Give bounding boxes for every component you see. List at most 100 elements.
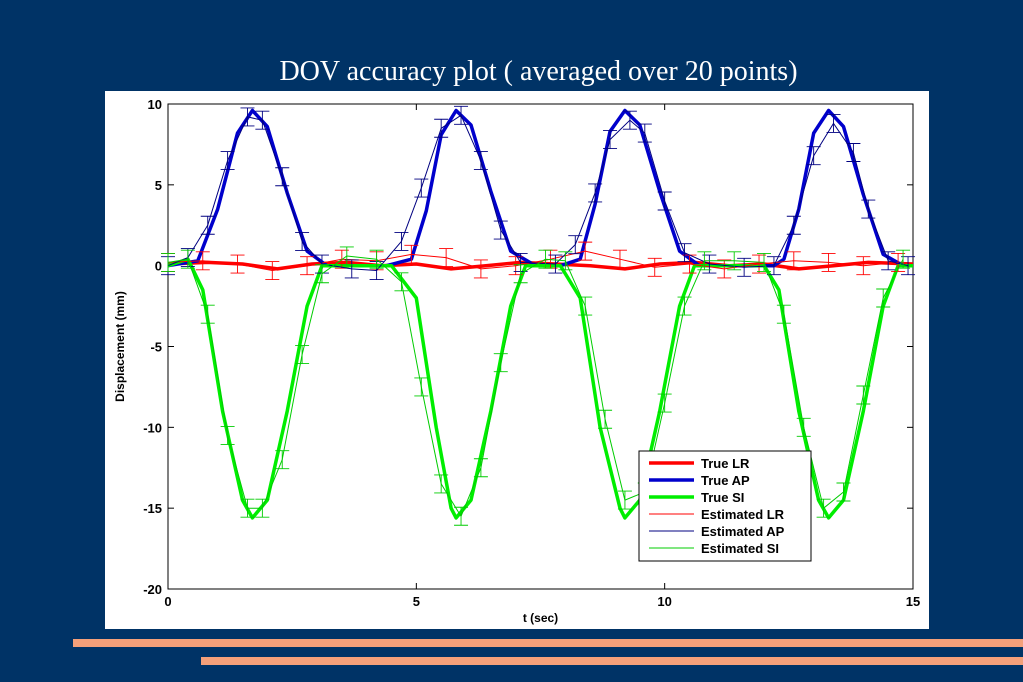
error-bar-estimated-si — [180, 249, 195, 269]
error-bar-estimated-ap — [881, 251, 896, 271]
error-bar-estimated-si — [161, 252, 175, 272]
error-bar-estimated-ap — [603, 130, 618, 150]
error-bar-estimated-si — [598, 409, 613, 429]
error-bar-estimated-si — [414, 377, 429, 397]
legend-label-true-lr: True LR — [701, 456, 750, 471]
error-bar-estimated-lr — [300, 256, 315, 276]
error-bar-estimated-si — [473, 458, 488, 478]
error-bar-estimated-ap — [295, 231, 310, 251]
series-line-estimated-lr — [167, 250, 899, 271]
error-bar-estimated-ap — [434, 118, 449, 138]
y-tick-label: 0 — [155, 259, 162, 274]
error-bar-estimated-lr — [612, 249, 627, 269]
error-bar-estimated-si — [339, 246, 354, 266]
error-bar-estimated-si — [578, 296, 593, 316]
series-line-estimated-ap — [167, 114, 909, 271]
error-bar-estimated-si — [434, 474, 449, 494]
y-tick-label: -5 — [150, 340, 162, 355]
error-bar-estimated-si — [275, 450, 290, 470]
error-bar-estimated-si — [295, 345, 310, 365]
error-bar-estimated-ap — [473, 151, 488, 171]
error-bar-estimated-si — [394, 272, 409, 292]
error-bar-estimated-ap — [861, 199, 876, 219]
x-tick-label: 0 — [164, 594, 171, 609]
error-bar-estimated-lr — [230, 254, 245, 274]
legend-label-true-si: True SI — [701, 490, 744, 505]
error-bar-estimated-si — [314, 264, 329, 284]
error-bar-estimated-lr — [647, 257, 662, 277]
error-bar-estimated-ap — [240, 107, 255, 127]
legend-label-true-ap: True AP — [701, 473, 750, 488]
error-bar-estimated-si — [816, 498, 831, 518]
error-bar-estimated-lr — [265, 261, 280, 280]
error-bar-estimated-si — [796, 417, 811, 437]
error-bar-estimated-si — [727, 251, 742, 271]
error-bar-estimated-si — [617, 490, 632, 510]
error-bar-estimated-si — [513, 264, 528, 284]
error-bar-estimated-ap — [414, 178, 429, 198]
decorative-stripe-upper — [73, 639, 1023, 647]
error-bar-estimated-ap — [786, 215, 801, 235]
error-bar-estimated-ap — [394, 231, 409, 251]
error-bar-estimated-lr — [439, 248, 454, 268]
series-line-true-si — [167, 257, 913, 520]
error-bar-estimated-si — [369, 249, 384, 269]
error-bar-estimated-si — [757, 252, 771, 272]
y-axis-title: Displacement (mm) — [113, 291, 127, 402]
y-tick-label: -20 — [143, 582, 162, 597]
legend-label-estimated-lr: Estimated LR — [701, 507, 785, 522]
error-bar-estimated-si — [255, 498, 270, 518]
error-bar-estimated-lr — [473, 259, 488, 279]
error-bar-estimated-si — [657, 393, 672, 413]
error-bar-estimated-ap — [568, 235, 583, 255]
error-bar-estimated-ap — [766, 256, 781, 276]
error-bar-estimated-ap — [806, 146, 821, 166]
error-bar-estimated-si — [856, 385, 871, 405]
error-bar-estimated-ap — [200, 215, 215, 235]
y-tick-label: -15 — [143, 501, 162, 516]
plot-panel: 10 5 0 -5 -10 -15 -20 0 5 10 15 t (sec) Displacement… — [105, 91, 929, 629]
error-bar-estimated-si — [776, 304, 791, 324]
legend-box — [638, 450, 812, 562]
error-bar-estimated-ap — [677, 243, 692, 263]
error-bar-estimated-si — [697, 251, 712, 271]
x-tick-label: 15 — [906, 594, 920, 609]
y-tick-label: 10 — [148, 97, 162, 112]
error-bar-estimated-lr — [717, 259, 732, 279]
error-bar-estimated-lr — [195, 251, 210, 271]
error-bar-estimated-si — [876, 288, 891, 308]
error-bar-estimated-si — [220, 425, 235, 445]
error-bar-estimated-ap — [454, 105, 469, 125]
error-bar-estimated-ap — [622, 110, 637, 130]
x-tick-label: 5 — [413, 594, 420, 609]
error-bar-estimated-lr — [578, 241, 593, 261]
error-bar-estimated-lr — [856, 256, 871, 276]
error-bar-estimated-ap — [275, 167, 290, 187]
error-bar-estimated-si — [896, 249, 911, 269]
series-line-estimated-si — [167, 255, 904, 517]
error-bar-estimated-lr — [404, 244, 419, 264]
error-bar-estimated-ap — [493, 220, 508, 240]
legend-label-estimated-si: Estimated SI — [701, 541, 779, 556]
error-bar-estimated-ap — [588, 183, 603, 203]
error-bar-estimated-lr — [786, 251, 801, 271]
error-bar-estimated-ap — [826, 113, 841, 133]
y-tick-label: -10 — [143, 420, 162, 435]
error-bar-estimated-si — [558, 251, 573, 271]
x-tick-label: 10 — [657, 594, 671, 609]
y-tick-label: 5 — [155, 178, 162, 193]
decorative-stripe-lower — [201, 657, 1023, 665]
error-bar-estimated-lr — [821, 252, 836, 272]
legend-label-estimated-ap: Estimated AP — [701, 524, 785, 539]
error-bar-estimated-si — [200, 304, 215, 324]
series-line-true-ap — [167, 108, 904, 268]
slide-title: DOV accuracy plot ( averaged over 20 poi… — [279, 56, 798, 87]
error-bar-estimated-si — [538, 249, 553, 269]
error-bar-estimated-ap — [846, 143, 861, 162]
error-bar-estimated-ap — [220, 151, 235, 171]
x-axis-title: t (sec) — [523, 611, 558, 625]
error-bar-estimated-ap — [637, 123, 652, 143]
error-bar-estimated-si — [493, 353, 508, 373]
error-bar-estimated-si — [240, 498, 255, 518]
